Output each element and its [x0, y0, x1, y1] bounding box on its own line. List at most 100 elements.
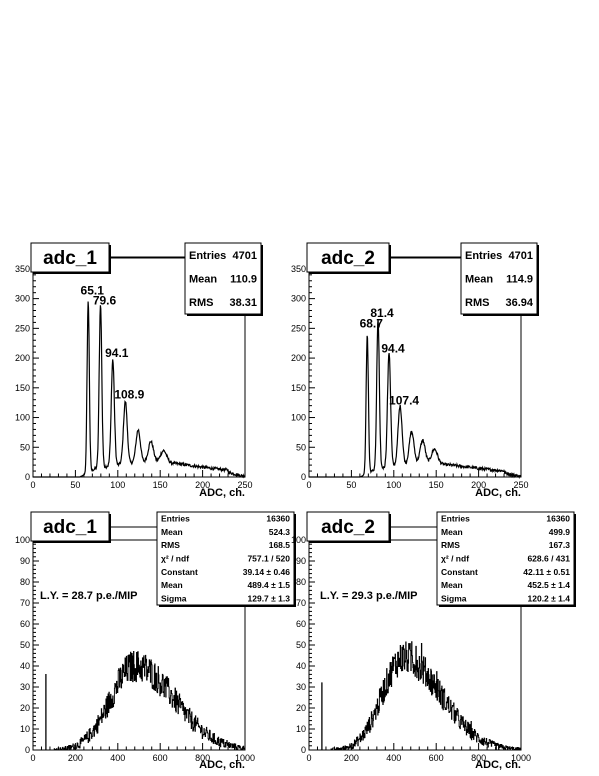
- y-tick-label: 200: [15, 353, 30, 363]
- y-tick-label: 40: [20, 661, 30, 671]
- chart-title: adc_1: [43, 248, 97, 269]
- stats-label: Constant: [161, 567, 198, 577]
- stats-label: Entries: [465, 250, 502, 262]
- stats-label: Mean: [161, 580, 183, 590]
- stats-value: 38.31: [229, 297, 257, 309]
- light-yield-annotation: L.Y. = 29.3 p.e./MIP: [320, 590, 418, 602]
- stats-label: Mean: [441, 527, 463, 537]
- x-tick-label: 0: [30, 753, 35, 763]
- stats-label: Constant: [441, 567, 478, 577]
- stats-label: RMS: [189, 297, 213, 309]
- y-tick-label: 90: [20, 556, 30, 566]
- x-tick-label: 800: [471, 753, 486, 763]
- y-tick-label: 250: [291, 323, 306, 333]
- y-tick-label: 30: [296, 682, 306, 692]
- stats-box: [436, 511, 575, 606]
- stats-value: 452.5 ± 1.4: [528, 580, 571, 590]
- y-tick-label: 90: [296, 556, 306, 566]
- stats-label: χ² / ndf: [161, 554, 189, 564]
- stats-value: 4701: [509, 250, 533, 262]
- x-axis-label: ADC, ch.: [475, 759, 521, 771]
- x-tick-label: 100: [386, 480, 401, 490]
- y-tick-label: 20: [20, 703, 30, 713]
- stats-label: Entries: [161, 514, 190, 524]
- y-tick-label: 70: [20, 598, 30, 608]
- y-tick-label: 50: [20, 442, 30, 452]
- x-tick-label: 0: [306, 753, 311, 763]
- stats-value: 114.9: [506, 274, 533, 286]
- x-tick-label: 250: [237, 480, 252, 490]
- peak-label: 94.1: [105, 346, 129, 360]
- x-tick-label: 200: [68, 753, 83, 763]
- y-tick-label: 200: [291, 353, 306, 363]
- stats-value: 16360: [266, 514, 290, 524]
- stats-value: 36.94: [505, 297, 533, 309]
- x-tick-label: 150: [153, 480, 168, 490]
- y-tick-label: 50: [296, 640, 306, 650]
- stats-value: 499.9: [549, 527, 571, 537]
- stats-value: 120.2 ± 1.4: [528, 593, 571, 603]
- stats-label: Sigma: [161, 593, 187, 603]
- stats-value: 16360: [546, 514, 570, 524]
- y-tick-label: 0: [25, 472, 30, 482]
- light-yield-annotation: L.Y. = 28.7 p.e./MIP: [40, 590, 138, 602]
- x-tick-label: 0: [306, 480, 311, 490]
- chart-title: adc_2: [321, 248, 375, 269]
- stats-label: Entries: [441, 514, 470, 524]
- y-tick-label: 100: [291, 535, 306, 545]
- stats-label: RMS: [161, 540, 180, 550]
- x-axis-label: ADC, ch.: [475, 487, 521, 499]
- x-tick-label: 150: [429, 480, 444, 490]
- stats-value: 167.3: [549, 540, 571, 550]
- y-tick-label: 80: [20, 577, 30, 587]
- peak-label: 79.6: [93, 294, 117, 308]
- peak-label: 108.9: [114, 388, 144, 402]
- y-tick-label: 0: [301, 745, 306, 755]
- x-tick-label: 1000: [511, 753, 531, 763]
- stats-label: RMS: [465, 297, 489, 309]
- stats-label: Sigma: [441, 593, 467, 603]
- peak-label: 94.4: [381, 341, 405, 355]
- x-tick-label: 400: [110, 753, 125, 763]
- y-tick-label: 20: [296, 703, 306, 713]
- y-tick-label: 80: [296, 577, 306, 587]
- stats-value: 489.4 ± 1.5: [248, 580, 291, 590]
- x-tick-label: 1000: [235, 753, 255, 763]
- peak-label: 68.7: [360, 316, 384, 330]
- title-box: [30, 242, 110, 273]
- histogram-line: [33, 650, 246, 751]
- x-axis-label: ADC, ch.: [199, 487, 245, 499]
- y-tick-label: 0: [301, 472, 306, 482]
- title-box: [306, 511, 390, 542]
- stats-value: 129.7 ± 1.3: [248, 593, 291, 603]
- plot-frame: [32, 256, 246, 478]
- title-box: [30, 511, 110, 542]
- peak-label: 107.4: [389, 394, 419, 408]
- stats-label: Mean: [465, 274, 493, 286]
- stats-value: 524.3: [269, 527, 291, 537]
- chart-title: adc_1: [43, 517, 97, 538]
- stats-box: [184, 242, 262, 315]
- x-tick-label: 800: [195, 753, 210, 763]
- y-tick-label: 50: [296, 442, 306, 452]
- stats-box: [460, 242, 538, 315]
- y-tick-label: 300: [15, 294, 30, 304]
- y-tick-label: 70: [296, 598, 306, 608]
- stats-label: χ² / ndf: [441, 554, 469, 564]
- y-tick-label: 30: [20, 682, 30, 692]
- x-tick-label: 50: [346, 480, 356, 490]
- y-tick-label: 50: [20, 640, 30, 650]
- x-tick-label: 200: [195, 480, 210, 490]
- x-tick-label: 600: [153, 753, 168, 763]
- y-tick-label: 150: [291, 383, 306, 393]
- y-tick-label: 350: [291, 264, 306, 274]
- y-tick-label: 10: [296, 724, 306, 734]
- x-tick-label: 0: [30, 480, 35, 490]
- y-tick-label: 60: [20, 619, 30, 629]
- stats-value: 39.14 ± 0.46: [243, 567, 290, 577]
- stats-label: RMS: [441, 540, 460, 550]
